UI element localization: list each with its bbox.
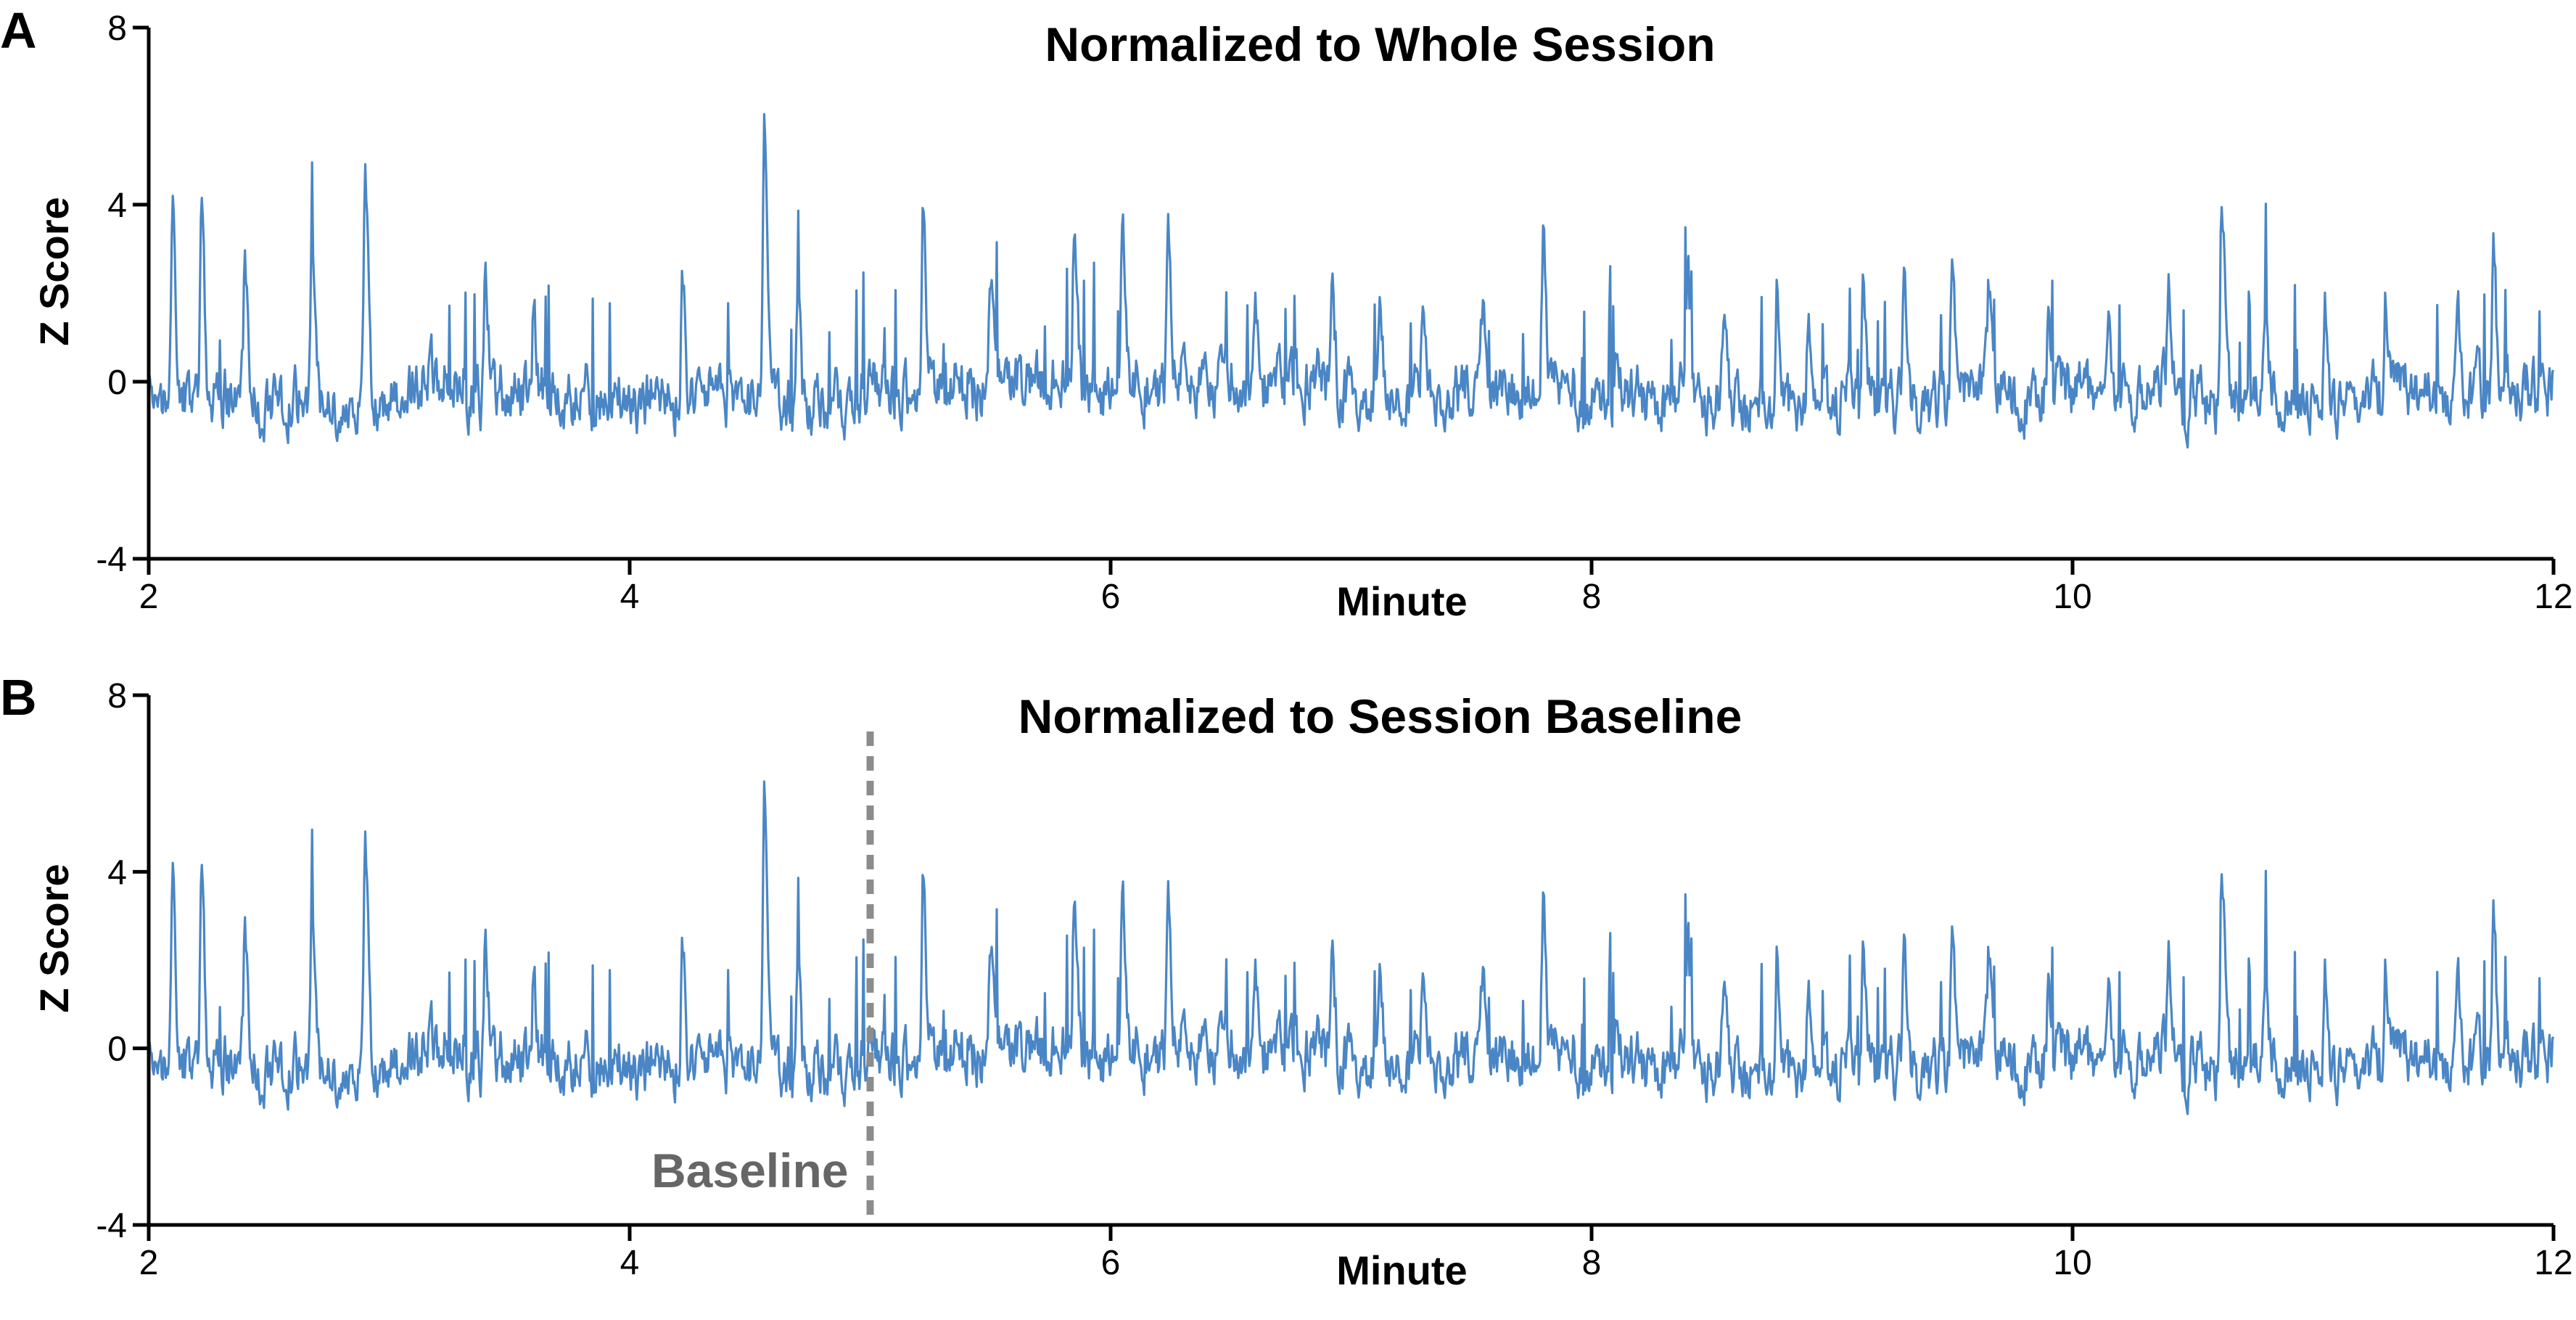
x-tick-label: 10 xyxy=(2053,1244,2091,1282)
panel-b: B Normalized to Session Baseline -4 0 4 8 2 4 6 8… xyxy=(0,669,2573,1293)
x-tick-label: 10 xyxy=(2053,578,2091,616)
y-tick-label: 4 xyxy=(107,853,127,892)
x-tick-label: 8 xyxy=(1582,578,1602,616)
x-tick-label: 4 xyxy=(620,1244,640,1282)
y-tick-label: -4 xyxy=(96,1207,127,1245)
x-tick-label: 4 xyxy=(620,578,640,616)
series-line xyxy=(147,112,2555,449)
x-axis-title: Minute xyxy=(1336,578,1467,624)
x-tick-label: 12 xyxy=(2534,1244,2572,1282)
panel-a: A Normalized to Whole Session -4 0 4 8 2 4 6 8 10 1… xyxy=(0,2,2573,624)
panel-letter: A xyxy=(0,2,37,59)
x-tick-label: 2 xyxy=(139,578,159,616)
y-axis-title: Z Score xyxy=(31,864,77,1012)
x-tick-label: 2 xyxy=(139,1244,159,1282)
y-axis-title: Z Score xyxy=(31,197,77,345)
y-tick-label: 0 xyxy=(107,364,127,402)
x-tick-label: 6 xyxy=(1101,1244,1121,1282)
y-tick-label: 8 xyxy=(107,677,127,716)
baseline-label: Baseline xyxy=(651,1144,848,1197)
x-tick-label: 6 xyxy=(1101,578,1121,616)
x-tick-label: 8 xyxy=(1582,1244,1602,1282)
chart-title: Normalized to Session Baseline xyxy=(1019,689,1742,743)
x-tick-label: 12 xyxy=(2534,578,2572,616)
y-tick-label: -4 xyxy=(96,541,127,579)
y-tick-label: 8 xyxy=(107,9,127,48)
chart-title: Normalized to Whole Session xyxy=(1045,17,1715,71)
x-axis-title: Minute xyxy=(1336,1247,1467,1293)
series-line xyxy=(147,780,2555,1115)
y-tick-label: 4 xyxy=(107,186,127,225)
panel-letter: B xyxy=(0,669,37,726)
y-tick-label: 0 xyxy=(107,1030,127,1069)
